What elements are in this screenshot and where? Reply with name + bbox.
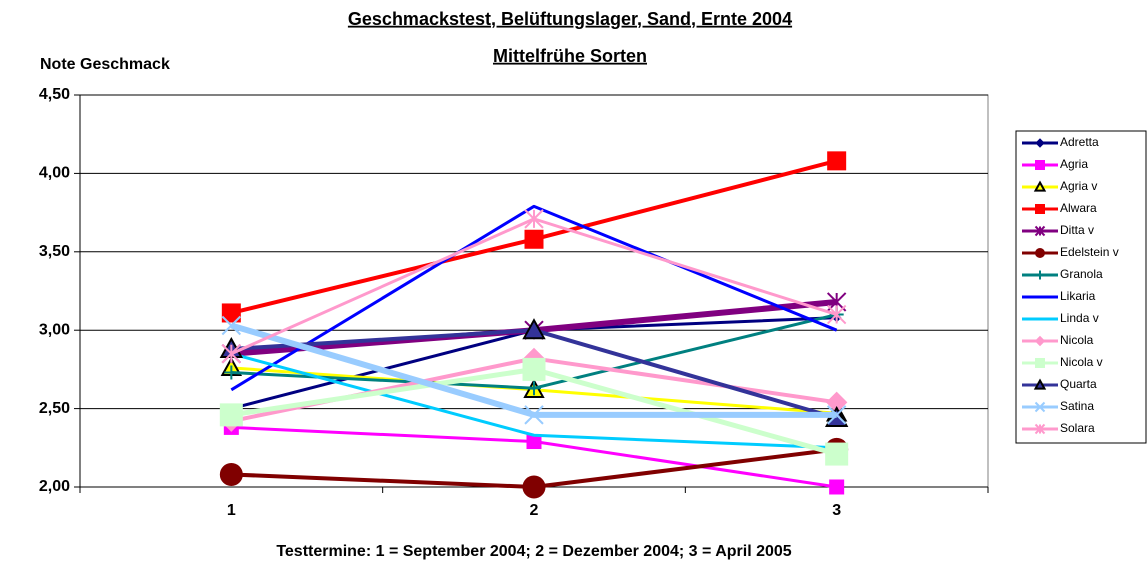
chart-title: Geschmackstest, Belüftungslager, Sand, E…: [348, 9, 792, 29]
legend-label: Nicola v: [1060, 355, 1103, 369]
legend-label: Edelstein v: [1060, 245, 1119, 259]
marker: [1033, 378, 1047, 390]
series: [221, 151, 847, 323]
marker: [1034, 335, 1046, 347]
x-tick-label: 3: [832, 502, 841, 519]
marker: [219, 462, 243, 486]
marker: [221, 344, 242, 364]
legend-label: Agria: [1060, 157, 1088, 171]
series: [223, 419, 845, 495]
legend-label: Nicola: [1060, 333, 1094, 347]
chart-subtitle: Mittelfrühe Sorten: [493, 46, 647, 66]
plot-area: [79, 94, 989, 488]
legend-label: Granola: [1060, 267, 1103, 281]
legend-label: Likaria: [1060, 289, 1096, 303]
marker: [1034, 225, 1046, 237]
y-tick-label: 2,50: [39, 400, 70, 417]
marker: [1034, 401, 1046, 413]
y-tick-label: 3,00: [39, 321, 70, 338]
marker: [1035, 204, 1045, 214]
marker: [826, 304, 847, 325]
legend-label: Linda v: [1060, 311, 1099, 325]
marker: [524, 229, 544, 249]
series-line: [230, 204, 838, 392]
legend-label: Agria v: [1060, 179, 1097, 193]
y-tick-label: 4,00: [39, 165, 70, 182]
marker: [527, 381, 541, 396]
x-axis-label: Testtermine: 1 = September 2004; 2 = Dez…: [276, 543, 791, 560]
marker: [1035, 138, 1045, 148]
marker: [522, 318, 546, 340]
marker: [524, 209, 544, 229]
marker: [826, 405, 847, 425]
legend-label: Solara: [1060, 421, 1095, 435]
legend-box: [1015, 130, 1147, 444]
y-axis-label: Note Geschmack: [40, 56, 170, 73]
marker: [827, 151, 847, 171]
x-tick-label: 1: [227, 502, 236, 519]
series: [221, 315, 847, 425]
marker: [224, 365, 239, 380]
marker: [522, 475, 546, 499]
y-tick-label: 2,00: [39, 478, 70, 495]
series: [219, 357, 849, 466]
legend-label: Adretta: [1060, 135, 1099, 149]
marker: [219, 403, 243, 427]
marker: [522, 357, 546, 381]
series-line: [230, 352, 837, 450]
marker: [825, 442, 849, 466]
marker: [1035, 160, 1045, 170]
series: [219, 318, 849, 428]
marker: [1033, 180, 1047, 192]
marker: [524, 405, 544, 425]
marker: [1035, 270, 1045, 280]
marker: [221, 315, 242, 336]
legend-label: Alwara: [1060, 201, 1097, 215]
y-tick-label: 3,50: [39, 243, 70, 260]
marker: [1035, 248, 1045, 258]
marker: [829, 479, 845, 495]
marker: [1035, 358, 1045, 368]
marker: [221, 303, 241, 323]
y-tick-label: 4,50: [39, 86, 70, 103]
legend-label: Satina: [1060, 399, 1094, 413]
series: [230, 204, 838, 392]
legend-label: Quarta: [1060, 377, 1097, 391]
legend-label: Ditta v: [1060, 223, 1094, 237]
x-tick-label: 2: [530, 502, 539, 519]
series: [221, 209, 847, 364]
series: [230, 352, 837, 450]
marker: [1034, 423, 1046, 435]
